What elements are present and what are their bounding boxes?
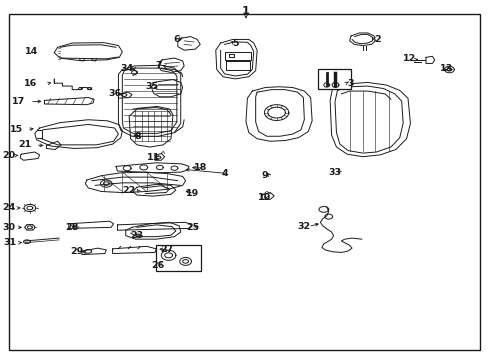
Bar <box>317 69 350 89</box>
Text: 6: 6 <box>173 35 180 44</box>
Text: 18: 18 <box>193 163 206 172</box>
Text: 36: 36 <box>108 89 121 98</box>
Text: 30: 30 <box>2 223 16 232</box>
Text: 34: 34 <box>121 64 134 73</box>
Text: 5: 5 <box>231 39 238 48</box>
Text: 33: 33 <box>328 168 341 177</box>
Text: 8: 8 <box>134 132 141 141</box>
Text: 10: 10 <box>257 193 270 202</box>
Text: 7: 7 <box>155 61 162 70</box>
Text: 16: 16 <box>24 79 38 88</box>
Text: 29: 29 <box>70 247 83 256</box>
Bar <box>156 244 201 271</box>
Text: 3: 3 <box>347 79 354 88</box>
Text: 28: 28 <box>65 223 79 232</box>
Text: 1: 1 <box>242 6 249 16</box>
Text: 4: 4 <box>221 169 227 178</box>
Text: 32: 32 <box>297 222 310 231</box>
Text: 26: 26 <box>151 261 164 270</box>
Text: 23: 23 <box>130 231 143 240</box>
Text: 20: 20 <box>2 151 16 160</box>
Text: 27: 27 <box>160 246 173 255</box>
Text: 14: 14 <box>25 47 39 56</box>
Text: 11: 11 <box>146 153 160 162</box>
Text: 31: 31 <box>4 238 17 247</box>
Text: 19: 19 <box>185 189 199 198</box>
Text: 35: 35 <box>145 82 158 91</box>
Text: 2: 2 <box>373 35 380 44</box>
Text: 15: 15 <box>10 125 23 134</box>
Text: 25: 25 <box>185 223 199 232</box>
Text: 17: 17 <box>12 97 25 106</box>
Text: 21: 21 <box>19 140 32 149</box>
Text: 22: 22 <box>122 186 136 195</box>
Text: 9: 9 <box>261 171 267 180</box>
Text: 13: 13 <box>439 64 452 73</box>
Text: 24: 24 <box>2 203 16 212</box>
Text: 12: 12 <box>402 54 415 63</box>
